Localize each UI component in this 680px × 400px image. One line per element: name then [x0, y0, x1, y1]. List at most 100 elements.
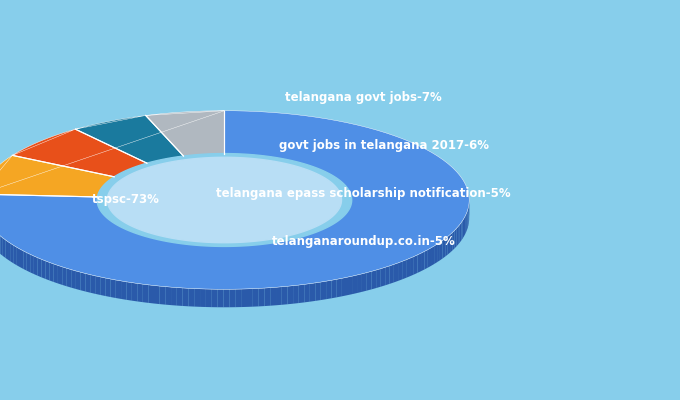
Polygon shape	[241, 289, 247, 307]
Polygon shape	[182, 244, 185, 262]
Polygon shape	[277, 242, 280, 260]
Polygon shape	[347, 276, 352, 295]
Polygon shape	[310, 234, 313, 252]
Polygon shape	[100, 210, 101, 229]
Polygon shape	[406, 258, 410, 278]
Polygon shape	[248, 245, 251, 264]
Polygon shape	[197, 245, 200, 264]
Polygon shape	[465, 214, 466, 234]
Polygon shape	[443, 238, 445, 258]
Polygon shape	[332, 224, 333, 243]
Polygon shape	[344, 215, 345, 234]
Polygon shape	[236, 246, 239, 264]
Polygon shape	[283, 241, 286, 259]
Polygon shape	[140, 235, 142, 254]
Polygon shape	[450, 233, 452, 252]
Polygon shape	[105, 217, 107, 236]
Polygon shape	[163, 240, 165, 259]
Polygon shape	[23, 251, 27, 271]
Polygon shape	[112, 222, 114, 241]
Polygon shape	[145, 236, 147, 255]
Polygon shape	[143, 284, 148, 303]
Polygon shape	[63, 267, 67, 286]
Polygon shape	[177, 288, 182, 306]
Polygon shape	[221, 246, 224, 264]
Polygon shape	[286, 240, 288, 259]
Polygon shape	[296, 238, 299, 256]
Polygon shape	[102, 212, 103, 232]
Polygon shape	[265, 288, 270, 306]
Polygon shape	[466, 212, 467, 232]
Polygon shape	[190, 245, 194, 263]
Polygon shape	[17, 247, 20, 267]
Polygon shape	[266, 244, 269, 262]
Polygon shape	[463, 218, 464, 238]
Polygon shape	[111, 279, 116, 298]
Polygon shape	[247, 289, 253, 307]
Polygon shape	[8, 242, 11, 262]
Polygon shape	[194, 245, 197, 263]
Polygon shape	[3, 238, 5, 258]
Polygon shape	[242, 246, 245, 264]
Polygon shape	[343, 216, 344, 235]
Polygon shape	[116, 280, 121, 299]
Polygon shape	[147, 237, 150, 256]
Polygon shape	[305, 284, 310, 302]
Polygon shape	[71, 270, 76, 289]
Polygon shape	[120, 226, 122, 245]
Polygon shape	[437, 242, 440, 262]
Polygon shape	[227, 246, 230, 264]
Polygon shape	[58, 266, 63, 285]
Polygon shape	[148, 285, 154, 304]
Polygon shape	[154, 286, 160, 304]
Polygon shape	[116, 225, 118, 244]
Polygon shape	[299, 237, 301, 256]
Polygon shape	[428, 248, 431, 268]
Polygon shape	[224, 289, 229, 307]
Polygon shape	[342, 277, 347, 296]
Polygon shape	[339, 219, 341, 238]
Polygon shape	[308, 234, 310, 253]
Polygon shape	[95, 276, 100, 295]
Polygon shape	[122, 227, 124, 246]
Polygon shape	[107, 218, 108, 237]
Text: govt jobs in telangana 2017-6%: govt jobs in telangana 2017-6%	[279, 140, 489, 152]
Polygon shape	[11, 244, 14, 264]
Polygon shape	[317, 231, 319, 250]
Polygon shape	[146, 111, 224, 156]
Polygon shape	[398, 261, 402, 281]
Polygon shape	[154, 239, 157, 258]
Polygon shape	[233, 246, 236, 264]
Polygon shape	[54, 264, 58, 284]
Polygon shape	[321, 230, 323, 248]
Polygon shape	[431, 246, 434, 266]
Polygon shape	[165, 241, 168, 260]
Polygon shape	[263, 244, 266, 262]
Polygon shape	[466, 186, 467, 206]
Polygon shape	[97, 154, 352, 246]
Polygon shape	[313, 233, 315, 252]
Polygon shape	[467, 210, 468, 230]
Polygon shape	[30, 254, 34, 274]
Polygon shape	[460, 222, 461, 242]
Polygon shape	[203, 246, 205, 264]
Polygon shape	[338, 220, 339, 239]
Polygon shape	[205, 246, 209, 264]
Polygon shape	[133, 232, 135, 251]
Polygon shape	[86, 274, 90, 293]
Polygon shape	[126, 282, 132, 301]
Polygon shape	[209, 246, 211, 264]
Text: telangana epass scholarship notification-5%: telangana epass scholarship notification…	[216, 188, 511, 200]
Polygon shape	[434, 244, 437, 264]
Polygon shape	[402, 260, 406, 279]
Polygon shape	[337, 278, 342, 297]
Polygon shape	[0, 111, 469, 289]
Polygon shape	[75, 116, 184, 163]
Polygon shape	[421, 252, 424, 271]
Polygon shape	[270, 287, 276, 306]
Polygon shape	[67, 268, 71, 288]
Polygon shape	[376, 269, 381, 288]
Polygon shape	[34, 256, 37, 276]
Polygon shape	[224, 246, 227, 264]
Polygon shape	[321, 281, 326, 300]
